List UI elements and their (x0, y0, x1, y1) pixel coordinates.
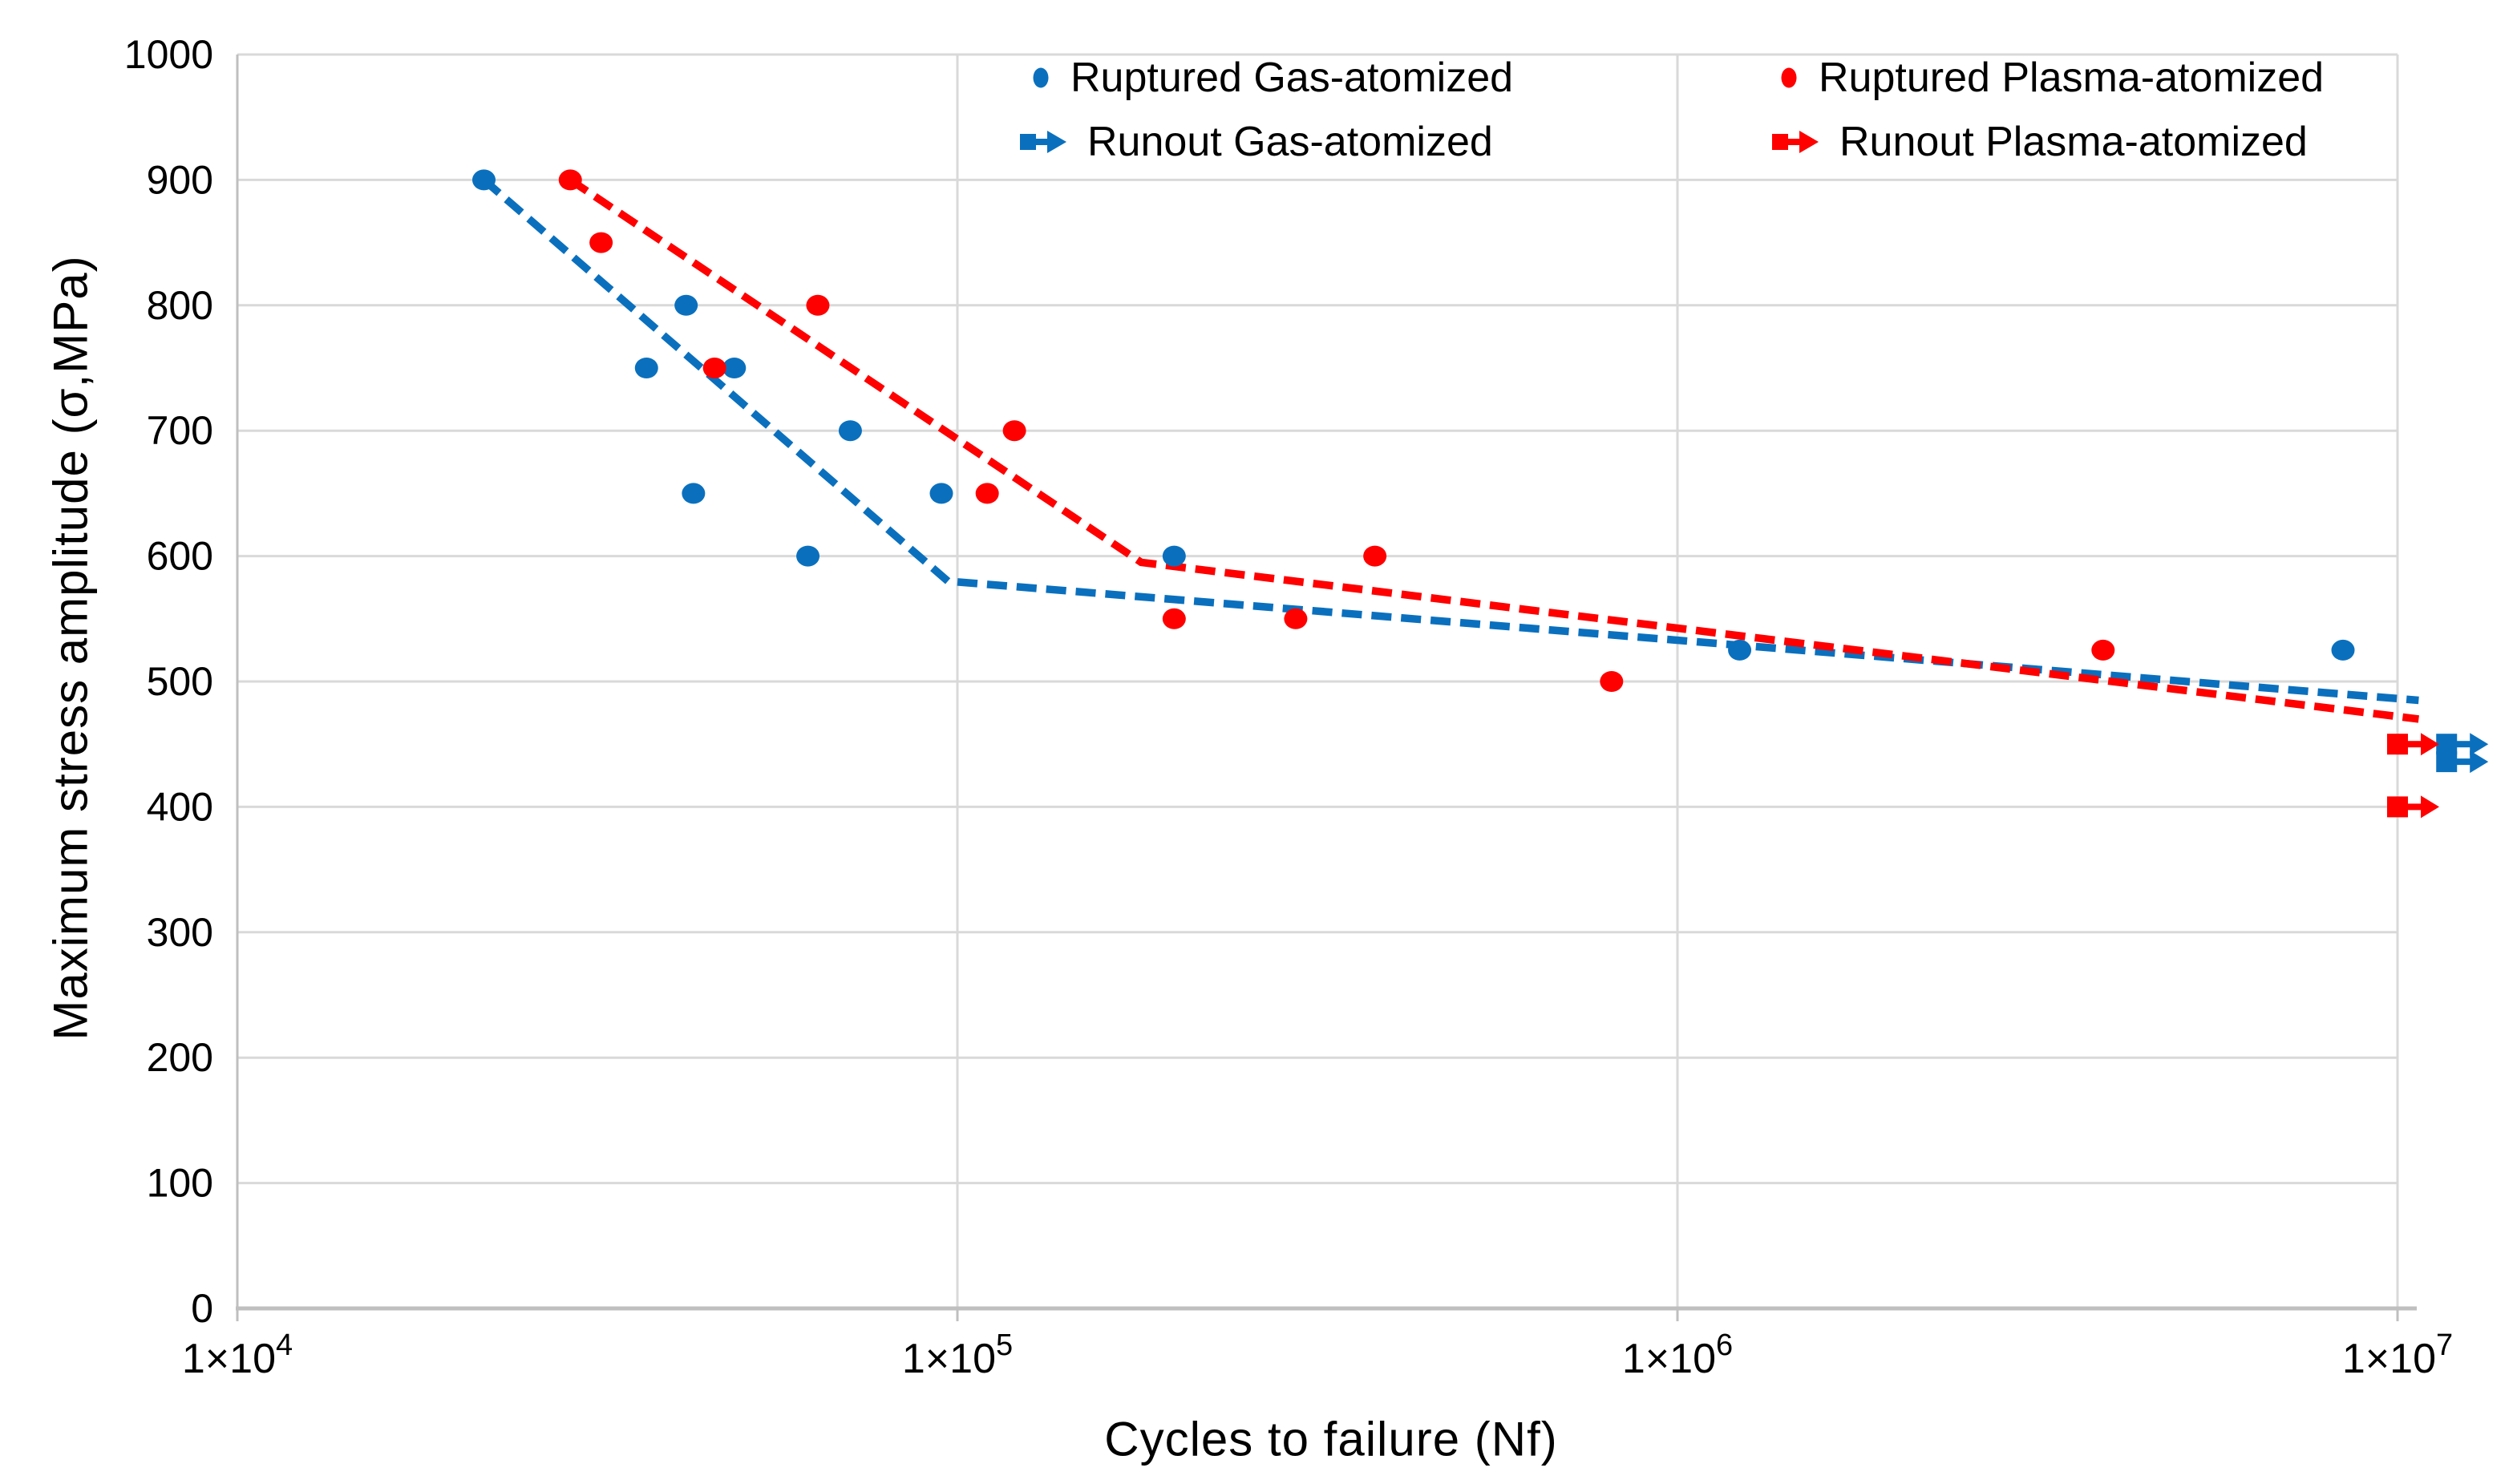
data-point (634, 358, 658, 378)
legend-item-runout-plasma: Runout Plasma-atomized (1772, 110, 2308, 174)
svg-text:1000: 1000 (124, 32, 213, 77)
legend-item-runout-gas: Runout Gas-atomized (1020, 110, 1493, 174)
data-point (929, 483, 953, 504)
data-point (838, 420, 862, 442)
svg-text:500: 500 (147, 659, 213, 704)
data-point (806, 294, 830, 316)
runout-arrow-icon (1772, 127, 1822, 157)
svg-text:1×104: 1×104 (182, 1328, 293, 1382)
data-point (1363, 545, 1387, 567)
data-point (722, 358, 747, 378)
legend-label: Runout Plasma-atomized (1839, 119, 2308, 165)
legend-label: Runout Gas-atomized (1087, 119, 1493, 165)
svg-text:300: 300 (147, 910, 213, 955)
legend-label: Ruptured Gas-atomized (1070, 55, 1514, 101)
data-point (2091, 639, 2115, 661)
data-point (1728, 639, 1752, 661)
axes (236, 55, 2417, 1321)
data-point (702, 358, 726, 378)
svg-text:700: 700 (147, 408, 213, 453)
y-tick-labels: 0 100 200 300 400 500 600 700 800 900 1000 (124, 32, 213, 1331)
trend-line-gas (481, 176, 2419, 705)
trend-line-plasma (568, 176, 2419, 723)
series-runout-gas-atomized (2436, 733, 2489, 774)
data-point (1162, 545, 1186, 567)
circle-marker-icon (1777, 64, 1801, 91)
data-point (1600, 671, 1624, 692)
circle-marker-icon (1029, 64, 1053, 91)
x-tick-labels: 1×104 1×105 1×106 1×107 (182, 1328, 2453, 1382)
svg-text:1×106: 1×106 (1622, 1328, 1733, 1382)
data-point (975, 483, 999, 504)
data-point (1162, 608, 1186, 629)
series-runout-plasma-atomized (2387, 733, 2439, 819)
data-point (1002, 420, 1026, 442)
svg-text:600: 600 (147, 534, 213, 579)
data-point (2331, 639, 2355, 661)
data-point (558, 169, 582, 191)
y-axis-title: Maximum stress amplitude (σ,MPa) (43, 255, 98, 1041)
legend-item-ruptured-plasma: Ruptured Plasma-atomized (1777, 46, 2324, 110)
data-point (471, 169, 496, 191)
svg-text:900: 900 (147, 157, 213, 202)
svg-text:0: 0 (191, 1286, 213, 1331)
svg-text:100: 100 (147, 1161, 213, 1206)
data-point (1284, 608, 1308, 629)
svg-text:800: 800 (147, 283, 213, 328)
x-axis-title: Cycles to failure (Nf) (1104, 1412, 1558, 1466)
trend-lines (481, 176, 2419, 723)
legend-item-ruptured-gas: Ruptured Gas-atomized (1029, 46, 1513, 110)
svg-text:1×105: 1×105 (902, 1328, 1013, 1382)
data-point (796, 545, 820, 567)
svg-text:400: 400 (147, 784, 213, 829)
data-point (589, 232, 613, 253)
data-point (674, 294, 698, 316)
svg-text:1×107: 1×107 (2342, 1328, 2453, 1382)
series-ruptured-gas-atomized (471, 169, 2355, 661)
legend-label: Ruptured Plasma-atomized (1819, 55, 2325, 101)
svg-text:200: 200 (147, 1035, 213, 1080)
runout-arrow-icon (1020, 127, 1070, 157)
data-point (682, 483, 706, 504)
series-ruptured-plasma-atomized (558, 169, 2115, 692)
gridlines (237, 53, 2399, 1308)
